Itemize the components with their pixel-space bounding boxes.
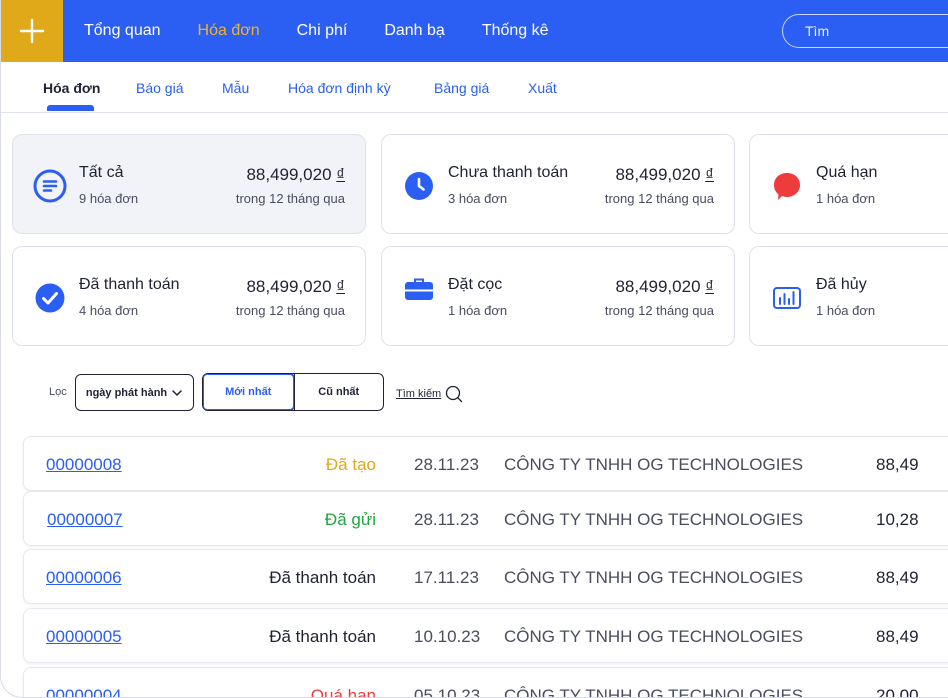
card-count: 4 hóa đơn [79,303,139,318]
filter-select-value: ngày phát hành [85,386,168,399]
global-search-input[interactable] [805,23,948,39]
card-period: trong 12 tháng qua [235,303,345,318]
clock-icon [402,169,436,203]
invoice-status: Đã thanh toán [269,568,376,587]
tab-quotes[interactable]: Báo giá [136,80,184,96]
card-title: Tất cả [79,164,124,181]
invoice-date: 17.11.23 [414,568,479,587]
nav-contacts[interactable]: Danh bạ [384,22,445,39]
invoice-status: Đã gửi [324,510,376,529]
invoice-amount: 10,28 [876,510,919,529]
nav-statistics[interactable]: Thống kê [481,22,549,39]
main-nav: Tổng quan Hóa đơn Chi phí Danh bạ Thống … [84,0,586,62]
invoice-company: CÔNG TY TNHH OG TECHNOLOGIES [504,568,804,587]
card-count: 9 hóa đơn [79,191,139,206]
card-count: 1 hóa đơn [816,191,876,206]
filter-date-select[interactable]: ngày phát hành [75,374,194,411]
alert-bubble-icon [770,169,804,203]
card-period: trong 12 tháng qua [235,191,345,206]
invoice-number-link[interactable]: 00000006 [46,568,122,587]
card-deposit[interactable]: Đặt cọc 1 hóa đơn 88,499,020 ₫ trong 12 … [381,246,735,346]
card-count: 1 hóa đơn [448,303,508,318]
invoice-number-link[interactable]: 00000004 [46,686,122,698]
nav-invoices[interactable]: Hóa đơn [197,22,260,39]
sort-toggle-group: Mới nhất Cũ nhất [202,373,384,411]
invoice-company: CÔNG TY TNHH OG TECHNOLOGIES [504,627,804,646]
card-count: 3 hóa đơn [448,191,508,206]
search-icon [446,385,463,403]
card-period: trong 12 tháng qua [604,303,714,318]
card-amount: 88,499,020 ₫ [615,165,714,184]
invoice-row[interactable]: 00000006 Đã thanh toán 17.11.23 CÔNG TY TNH… [23,549,948,604]
briefcase-icon [402,273,436,307]
invoice-amount: 20,00 [876,686,919,698]
card-title: Quá hạn [816,164,878,181]
invoice-number-link[interactable]: 00000005 [46,627,122,646]
card-title: Đã thanh toán [79,276,180,293]
invoice-row[interactable]: 00000005 Đã thanh toán 10.10.23 CÔNG TY TNH… [23,608,948,663]
card-all-invoices[interactable]: Tất cả 9 hóa đơn 88,499,020 ₫ trong 12 t… [12,134,366,234]
invoice-date: 05.10.23 [414,686,481,698]
card-period: trong 12 tháng qua [604,191,714,206]
card-paid[interactable]: Đã thanh toán 4 hóa đơn 88,499,020 ₫ tro… [12,246,366,346]
invoice-amount: 88,49 [876,455,919,474]
bar-chart-icon [770,281,804,315]
invoice-number-link[interactable]: 00000007 [47,510,123,529]
global-search [782,14,948,48]
invoice-date: 28.11.23 [414,455,479,474]
card-title: Đã hủy [816,276,867,293]
top-navigation-bar: Tổng quan Hóa đơn Chi phí Danh bạ Thống … [1,0,948,62]
plus-icon [19,18,45,44]
card-amount: 88,499,020 ₫ [246,165,345,184]
card-unpaid[interactable]: Chưa thanh toán 3 hóa đơn 88,499,020 ₫ t… [381,134,735,234]
filter-label: Lọc [49,386,67,398]
invoice-row[interactable]: 00000007 Đã gửi 28.11.23 CÔNG TY TNHH OG TE… [23,491,948,546]
nav-expenses[interactable]: Chi phí [296,22,348,39]
card-title: Chưa thanh toán [448,164,569,181]
table-search-label: Tìm kiếm [396,388,442,400]
sort-newest-button[interactable]: Mới nhất [203,374,295,410]
card-cancelled[interactable]: Đã hủy 1 hóa đơn [749,246,948,346]
tab-export[interactable]: Xuất [528,80,557,96]
check-circle-icon [33,281,67,315]
invoice-subtabs: Hóa đơn Báo giá Mẫu Hóa đơn định kỳ Bảng… [1,62,948,113]
invoice-number-link[interactable]: 00000008 [46,455,122,474]
invoice-amount: 88,49 [876,568,919,587]
tab-templates[interactable]: Mẫu [222,80,250,96]
nav-overview[interactable]: Tổng quan [84,22,161,39]
invoice-status: Đã thanh toán [269,627,376,646]
invoice-status: Đã tạo [325,455,376,474]
card-count: 1 hóa đơn [816,303,876,318]
invoice-row[interactable]: 00000004 Quá hạn 05.10.23 CÔNG TY TNHH OG T… [23,667,948,698]
list-icon [33,169,67,203]
tab-price-list[interactable]: Bảng giá [434,80,490,96]
tab-recurring-invoices[interactable]: Hóa đơn định kỳ [288,80,391,96]
invoice-amount: 88,49 [876,627,919,646]
card-overdue[interactable]: Quá hạn 1 hóa đơn [749,134,948,234]
invoice-row[interactable]: 00000008 Đã tạo 28.11.23 CÔNG TY TNHH OG TE… [23,436,948,491]
table-search-link[interactable]: Tìm kiếm [396,385,463,403]
invoice-company: CÔNG TY TNHH OG TECHNOLOGIES [504,510,804,529]
card-amount: 88,499,020 ₫ [615,277,714,296]
active-tab-indicator [47,105,94,111]
card-amount: 88,499,020 ₫ [246,277,345,296]
card-title: Đặt cọc [448,276,503,293]
tab-invoices[interactable]: Hóa đơn [43,80,101,96]
create-new-button[interactable] [1,0,63,62]
invoice-status: Quá hạn [310,686,376,698]
invoice-company: CÔNG TY TNHH OG TECHNOLOGIES [504,455,804,474]
invoice-company: CÔNG TY TNHH OG TECHNOLOGIES [504,686,804,698]
invoice-date: 28.11.23 [414,510,479,529]
chevron-down-icon [172,389,182,396]
sort-oldest-button[interactable]: Cũ nhất [293,374,384,410]
invoice-date: 10.10.23 [414,627,481,646]
